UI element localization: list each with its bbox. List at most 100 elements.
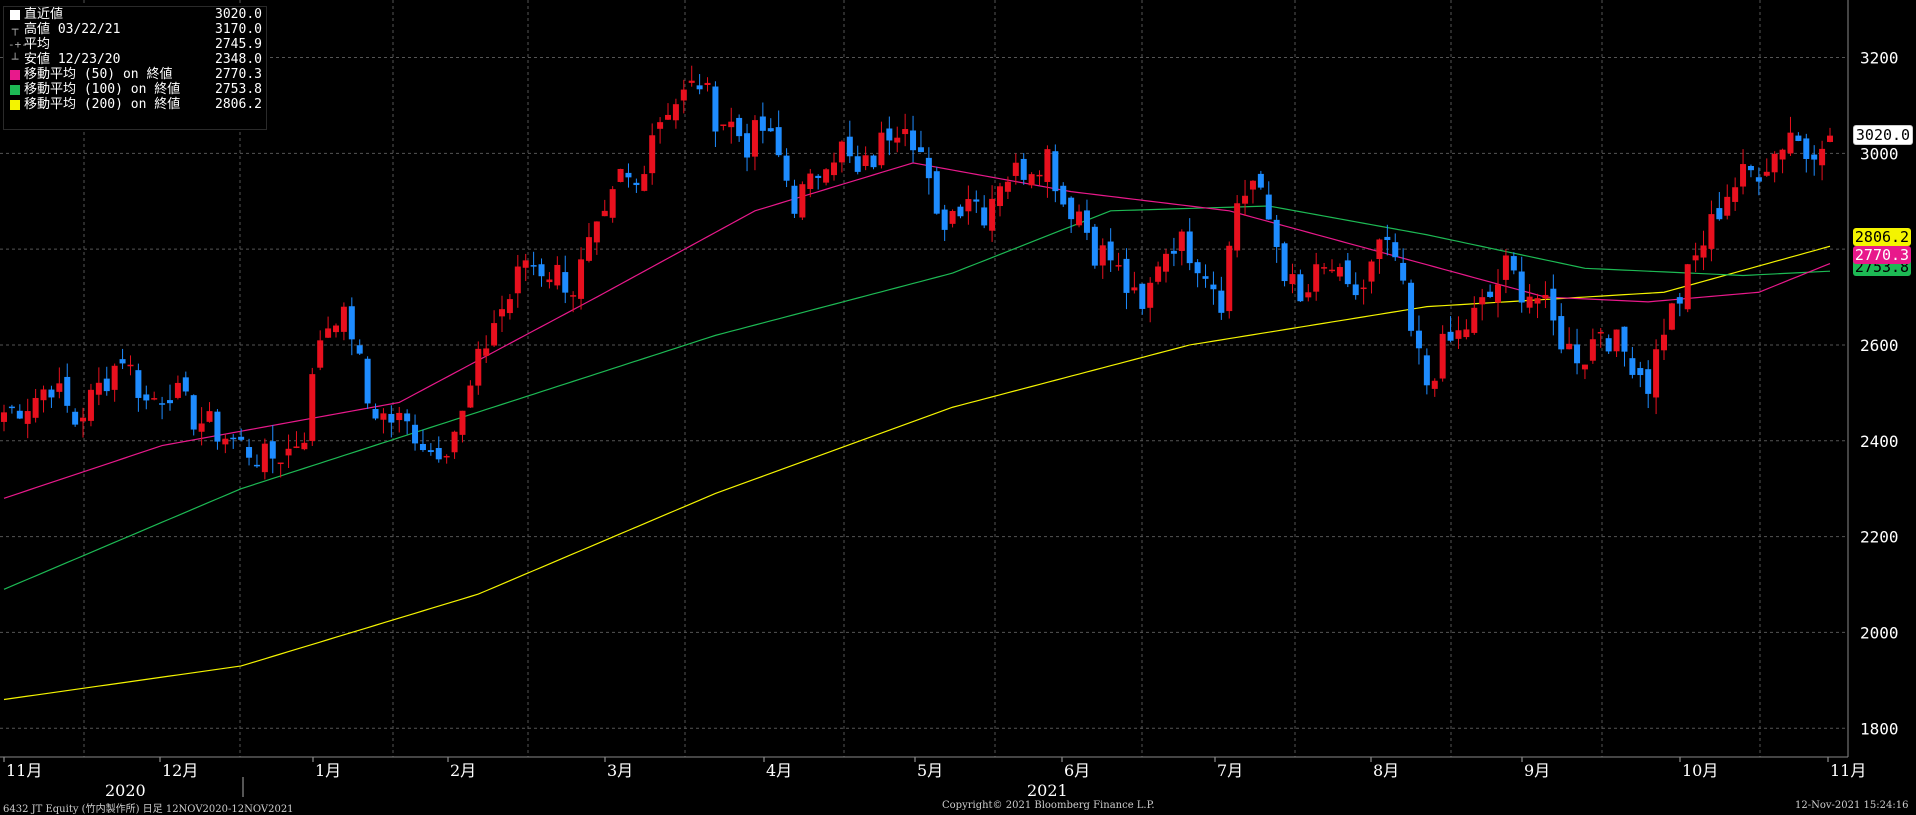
candle-body — [1321, 267, 1328, 269]
candle-body — [1194, 262, 1201, 274]
candle-body — [728, 121, 735, 128]
ma100-line — [3, 205, 1831, 590]
candle-body — [285, 448, 292, 456]
candle-body — [1344, 260, 1351, 285]
x-tick-label: 7月 — [1217, 761, 1243, 780]
ma50-price-tag: 2770.3 — [1853, 246, 1911, 264]
candle-body — [1574, 344, 1581, 364]
candle-body — [949, 211, 956, 224]
candle-body — [657, 122, 664, 129]
candle-body — [1076, 211, 1083, 226]
candle-body — [1249, 180, 1256, 190]
candle-body — [475, 348, 482, 386]
candle-body — [1004, 181, 1011, 192]
candle-body — [1455, 330, 1462, 339]
moving-average-lines — [3, 162, 1831, 701]
candle-body — [1787, 132, 1794, 154]
candle-body — [1376, 239, 1383, 260]
low-marker-icon: ┴ — [11, 53, 19, 66]
candle-body — [570, 295, 577, 297]
x-tick-label: 4月 — [766, 761, 792, 780]
candle-body — [1091, 226, 1098, 266]
candle-body — [562, 272, 569, 293]
candle-body — [1060, 185, 1067, 205]
candle-body — [1186, 231, 1193, 264]
candle-body — [1336, 267, 1343, 277]
candle-body — [103, 378, 110, 392]
candle-body — [119, 359, 126, 364]
candle-body — [1566, 343, 1573, 350]
candle-body — [989, 198, 996, 231]
candle-body — [546, 279, 553, 283]
ma100-swatch-icon — [10, 85, 20, 95]
candle-body — [838, 141, 845, 163]
candle-body — [214, 411, 221, 442]
candle-body — [910, 130, 917, 151]
candle-body — [538, 264, 545, 277]
candle-body — [159, 403, 166, 405]
candle-body — [862, 155, 869, 167]
candle-body — [997, 186, 1003, 207]
candle-body — [1139, 283, 1146, 309]
candle-body — [182, 377, 189, 392]
legend-value: 2348.0 — [215, 52, 262, 67]
candle-body — [886, 128, 893, 141]
y-tick-label: 3000 — [1860, 144, 1899, 163]
candle-body — [1526, 296, 1533, 308]
candle-body — [412, 424, 419, 444]
legend-row-ma50: 移動平均 (50) on 終値 2770.3 — [4, 67, 266, 82]
candle-body — [633, 182, 640, 186]
candle-body — [1447, 331, 1454, 341]
ma200-line — [3, 245, 1831, 701]
candle-body — [1463, 329, 1470, 338]
candle-body — [1668, 303, 1675, 330]
candle-body — [1510, 256, 1517, 271]
y-tick-label: 2200 — [1860, 528, 1899, 547]
candle-body — [933, 171, 940, 214]
candle-body — [807, 173, 814, 189]
candle-body — [1534, 298, 1541, 304]
candle-body — [799, 184, 806, 218]
candle-body — [641, 174, 648, 191]
candlestick-series — [1, 65, 1833, 480]
candle-body — [419, 443, 426, 451]
legend-value: 3020.0 — [215, 7, 262, 22]
candle-body — [1732, 187, 1739, 202]
candle-body — [1147, 282, 1154, 308]
candle-body — [8, 406, 15, 409]
candle-body — [1329, 269, 1335, 272]
candle-body — [957, 206, 964, 217]
candle-body — [1273, 219, 1280, 247]
candle-body — [1289, 274, 1296, 285]
legend-label: 移動平均 (200) on 終値 — [24, 97, 181, 112]
candle-body — [514, 266, 521, 294]
candle-body — [427, 450, 434, 453]
candle-body — [72, 411, 79, 425]
candle-body — [965, 199, 972, 212]
candle-body — [1653, 349, 1660, 398]
ma50-line — [3, 162, 1831, 499]
candle-body — [174, 382, 181, 398]
candle-body — [894, 137, 901, 143]
candle-body — [127, 364, 134, 367]
candle-body — [483, 348, 490, 356]
candle-body — [902, 129, 909, 135]
candle-body — [775, 127, 782, 156]
candle-body — [1827, 135, 1833, 142]
candle-body — [111, 365, 118, 390]
candle-body — [981, 207, 988, 226]
candle-body — [688, 80, 695, 83]
x-tick-label: 12月 — [162, 761, 198, 780]
candle-body — [1700, 245, 1707, 258]
candle-body — [1242, 195, 1249, 204]
x-tick-label: 11月 — [1830, 761, 1866, 780]
x-tick-label: 3月 — [607, 761, 633, 780]
candle-body — [1589, 339, 1596, 361]
candle-body — [325, 328, 332, 338]
footer-timestamp: 12-Nov-2021 15:24:16 — [1795, 800, 1909, 811]
candle-body — [704, 82, 711, 86]
candle-body — [854, 156, 861, 172]
candle-body — [222, 438, 229, 445]
candle-body — [609, 189, 616, 218]
candle-body — [230, 437, 237, 440]
